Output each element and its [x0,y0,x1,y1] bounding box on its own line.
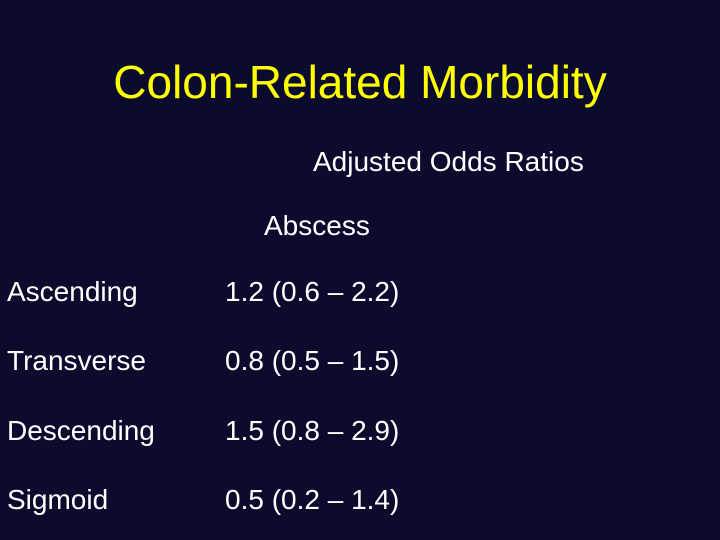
slide-subtitle: Adjusted Odds Ratios [313,146,584,177]
column-header: Abscess [264,210,370,241]
row-value: 1.5 (0.8 – 2.9) [225,415,400,446]
row-value: 1.2 (0.6 – 2.2) [225,276,400,307]
row-label: Transverse [7,345,147,376]
table-row-sigmoid: Sigmoid 0.5 (0.2 – 1.4) [0,480,720,520]
row-value: 0.8 (0.5 – 1.5) [225,345,400,376]
row-label: Sigmoid [7,484,109,515]
row-label: Ascending [7,276,138,307]
row-value: 0.5 (0.2 – 1.4) [225,484,400,515]
table-row-transverse: Transverse 0.8 (0.5 – 1.5) [0,341,720,381]
table-row-descending: Descending 1.5 (0.8 – 2.9) [0,411,720,451]
slide-title: Colon-Related Morbidity [113,56,607,108]
table-row-ascending: Ascending 1.2 (0.6 – 2.2) [0,272,720,312]
row-label: Descending [7,415,155,446]
